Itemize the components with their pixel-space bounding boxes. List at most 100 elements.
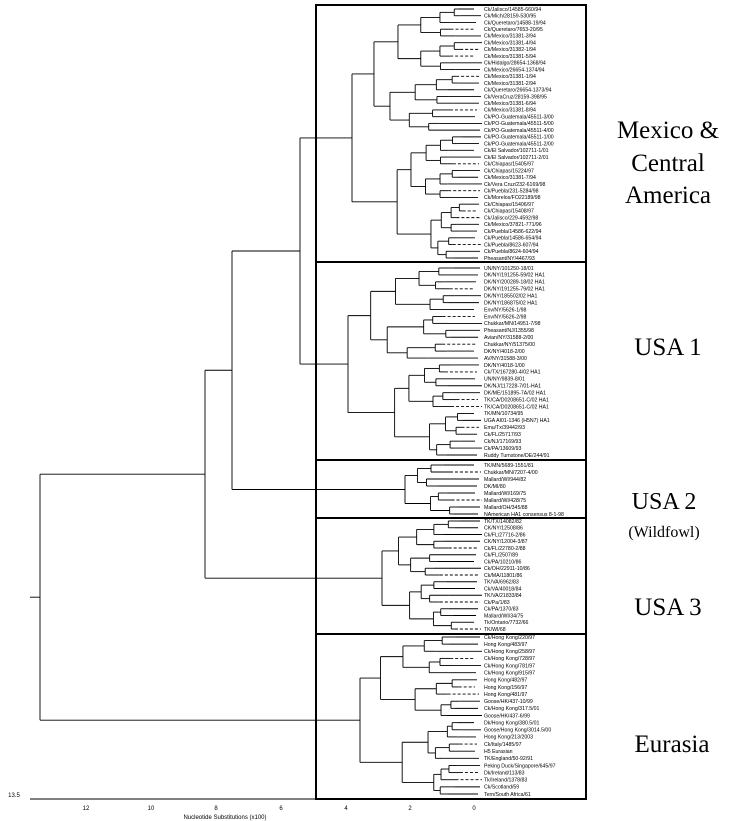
leaf-label: UGA AI01-1346 (H5N7) HA1 — [484, 418, 550, 424]
clade-box-usa3 — [315, 517, 587, 635]
leaf-label: Ck/PO-Guatemala/45511-5/00 — [484, 121, 554, 127]
leaf-label: Ck/Hong Kong/781/97 — [484, 663, 535, 669]
leaf-label: Mallard/WI/428/75 — [484, 498, 526, 504]
leaf-label: Ck/Mexico/31381-5/94 — [484, 54, 536, 60]
leaf-label: UN/NY/9839-8/01 — [484, 377, 525, 383]
leaf-label: Ck/PA/10210/86 — [484, 559, 522, 565]
leaf-label: Ck/Mexico/31381-2/94 — [484, 81, 536, 87]
leaf-label: DK/NY/191255-59/02 HA1 — [484, 273, 545, 279]
leaf-label: DK/NY/186875/02 HA1 — [484, 300, 537, 306]
leaf-label: Hong Kong/213/2003 — [484, 735, 533, 741]
leaf-label: Goose/HK/437-10/99 — [484, 699, 533, 705]
axis-tick-6: 6 — [279, 806, 283, 812]
leaf-label: Ck/NJ/17169/93 — [484, 439, 521, 445]
region-label-usa2: USA 2 — [632, 489, 697, 515]
leaf-label: Ck/PO-Guatemala/45511-1/00 — [484, 135, 554, 141]
leaf-label: TK/England/50-92/91 — [484, 756, 533, 762]
leaf-label: Ck/Queretaro/26654-1373/94 — [484, 88, 552, 94]
axis-tick-12: 12 — [83, 806, 90, 812]
leaf-label: Ck/Mexico/31381-7/94 — [484, 175, 536, 181]
axis-title: Nucleotide Substitutions (x100) — [183, 815, 266, 821]
region-label-central: Central — [631, 150, 705, 177]
leaf-label: DK/NY/4018-2/00 — [484, 349, 525, 355]
region-label-america: America — [625, 182, 711, 209]
region-label-mexico: Mexico & — [617, 117, 719, 144]
leaf-label: Ck/Puebla/14586-654/94 — [484, 236, 542, 242]
leaf-label: Mallard/WI/34/75 — [484, 613, 523, 619]
leaf-label: Ck/Vera Cruz/232-6169/98 — [484, 182, 546, 188]
clade-box-usa1 — [315, 261, 587, 461]
region-label-wildfowl: (Wildfowl) — [628, 524, 699, 541]
leaf-label: AV/NY/31588-3/00 — [484, 356, 527, 362]
leaf-label: Ck/PA/1370/83 — [484, 607, 519, 613]
leaf-label: Tern/South Africa/61 — [484, 792, 531, 798]
leaf-label: Ck/Scotland/59 — [484, 785, 519, 791]
leaf-label: Ck/MA/11801/86 — [484, 573, 522, 579]
leaf-label: DK/NY/185502/02 HA1 — [484, 294, 537, 300]
leaf-label: Chukkar/MN/14951-7/98 — [484, 321, 541, 327]
leaf-label: Ck/FL/22780-2/88 — [484, 546, 526, 552]
leaf-label: Ck/Hong Kong/317.5/01 — [484, 706, 539, 712]
leaf-label: TK/WI/68 — [484, 627, 506, 633]
leaf-label: TK/VA/6962/83 — [484, 580, 519, 586]
leaf-label: Ruddy Turnstone/DE/244/91 — [484, 453, 550, 459]
leaf-label: Ck/Hong Kong/915/97 — [484, 670, 535, 676]
leaf-label: DK/NJ/117228-7/01-HA1 — [484, 384, 541, 390]
leaf-label: H5 Eurasian — [484, 749, 513, 755]
region-label-usa3: USA 3 — [634, 594, 701, 621]
leaf-label: Ck/Morelos/FO22189/98 — [484, 195, 541, 201]
leaf-label: TK/MN/5689-1551/81 — [484, 463, 534, 469]
leaf-label: Ck/VeraCruz/28159-398/95 — [484, 94, 547, 100]
axis-tick-0: 0 — [472, 806, 476, 812]
leaf-label: Ck/Pa/1/83 — [484, 600, 510, 606]
leaf-label: Ck/Italy/1485/97 — [484, 742, 522, 748]
leaf-label: Ck/Mexico/31381-3/94 — [484, 34, 536, 40]
leaf-label: Ck/PO-Guatemala/45511-3/00 — [484, 114, 554, 120]
leaf-label: Goose/Hong Kong/3014.5/00 — [484, 728, 551, 734]
leaf-label: Ck/Chiapas/15405/97 — [484, 162, 534, 168]
leaf-label: Ck/Queretaro/7653-20/95 — [484, 27, 543, 33]
leaf-label: Ck/Chiapas/15408/97 — [484, 209, 534, 215]
leaf-label: Ck/FL/25717/93 — [484, 432, 521, 438]
leaf-label: Ck/Mexico/31381-6/94 — [484, 101, 536, 107]
axis-tick-4: 4 — [344, 806, 348, 812]
leaf-label: Ck/Queretaro/14588-19/94 — [484, 20, 546, 26]
leaf-label: Ck/PO-Guatemala/45511-4/00 — [484, 128, 554, 134]
leaf-label: Hong Kong/481/97 — [484, 692, 527, 698]
leaf-label: TK/VA/21833/84 — [484, 593, 522, 599]
leaf-label: TK/TX/14082/82 — [484, 519, 522, 525]
leaf-label: Emu/Tx/39442/93 — [484, 425, 525, 431]
axis-tick-10: 10 — [148, 806, 155, 812]
leaf-label: Ck/Puebla/14586-622/94 — [484, 229, 542, 235]
leaf-label: UN/NY/101250-18/01 — [484, 266, 534, 272]
leaf-label: Tk/Ontario/7732/66 — [484, 620, 529, 626]
leaf-label: Ck/FL/27716-2/86 — [484, 532, 526, 538]
leaf-label: Ck/Hong Kong/728/97 — [484, 656, 535, 662]
leaf-label: TK/CA/D0208651-C/02 HA1 — [484, 404, 549, 410]
leaf-label: Hong Kong/156/97 — [484, 685, 527, 691]
leaf-label: Ck/El Salvador/102711-2/01 — [484, 155, 549, 161]
substitution-axis: 12 10 8 6 4 2 0 13.5 Nucleotide Substitu… — [8, 793, 586, 821]
leaf-label: Goose/HK/437-6/99 — [484, 713, 530, 719]
leaf-label: Env/NY/5626-1/98 — [484, 307, 527, 313]
leaf-label: Dk/Ireland/113/83 — [484, 770, 525, 776]
leaf-label: Ck/FL/2507/89 — [484, 553, 518, 559]
tree-branches — [30, 8, 482, 795]
axis-tick-8: 8 — [214, 806, 218, 812]
leaf-label: Pheasant/NJ/1355/98 — [484, 328, 534, 334]
leaf-label: TK/CA/D0208651-C/02 HA1 — [484, 397, 549, 403]
leaf-label: Ck/Chiapas/15224/97 — [484, 168, 534, 174]
leaf-label: Tk/Ireland/1378/83 — [484, 778, 527, 784]
leaf-label: Ck/Puebla/231-5284/98 — [484, 189, 539, 195]
leaf-label: Ck/Mexico/31381-1/94 — [484, 74, 536, 80]
leaf-label: Chukkar/NY/51375/00 — [484, 342, 535, 348]
leaf-label: Ck/Mexico/31381-4/94 — [484, 40, 536, 46]
leaf-label: Hong Kong/483/97 — [484, 642, 527, 648]
leaf-label: Mallard/WI/169/75 — [484, 491, 526, 497]
leaf-label: Env/NY/5626-2/98 — [484, 314, 527, 320]
leaf-label: Ck/PO-Guatemala/45511-2/00 — [484, 141, 554, 147]
leaf-label: Ck/Chiapas/15406/97 — [484, 202, 534, 208]
leaf-label: Ck/Hong Kong/258/97 — [484, 649, 535, 655]
leaf-label: Ck/Puebla/8623-607/94 — [484, 242, 539, 248]
